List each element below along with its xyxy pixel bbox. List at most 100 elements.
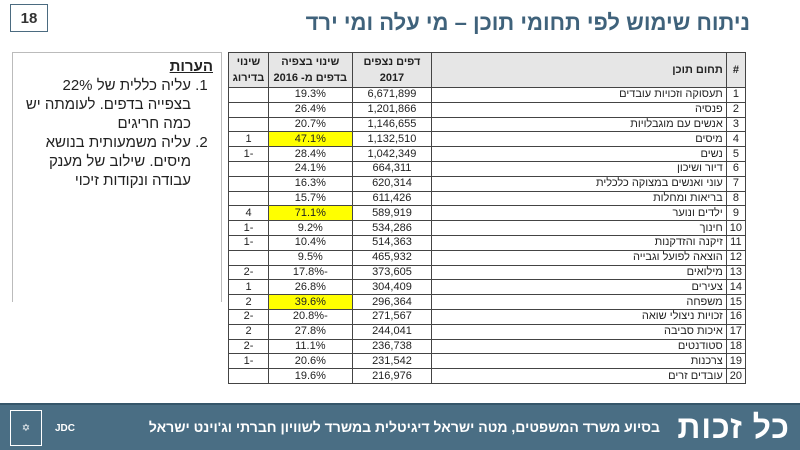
cell-rank: 1 (227, 131, 270, 148)
cell-rank: 4 (227, 205, 270, 222)
cell-num: 5 (725, 146, 747, 162)
cell-rank: -2 (227, 338, 270, 355)
cell-rank (227, 368, 270, 384)
jdc-logo: JDC (54, 422, 75, 434)
cell-rank (227, 175, 270, 192)
cell-topic: חינוך (431, 220, 727, 236)
cell-num: 18 (725, 338, 747, 355)
cell-pages: 271,567 (351, 308, 433, 325)
table-row: 12 הוצאה לפועל וגבייה 465,932 9.5% (227, 249, 747, 266)
table-row: 16 זכויות ניצולי שואה 271,567 -20.8% -2 (227, 308, 747, 325)
cell-change: 47.1% (268, 131, 353, 148)
cell-topic: פנסיה (431, 101, 727, 118)
cell-pages: 611,426 (351, 190, 433, 207)
notes-box: הערות עליה כללית של 22% בצפייה בדפים. לע… (12, 52, 222, 302)
cell-rank (227, 116, 270, 133)
cell-topic: נשים (431, 146, 727, 162)
table-row: 9 ילדים ונוער 589,919 71.1% 4 (227, 205, 747, 222)
cell-num: 17 (725, 323, 747, 340)
cell-rank: -1 (227, 146, 270, 162)
cell-change: 24.1% (268, 160, 353, 177)
cell-num: 1 (725, 87, 747, 103)
cell-num: 10 (725, 220, 747, 236)
cell-pages: 216,976 (351, 368, 433, 384)
cell-change: 15.7% (268, 190, 353, 207)
table-row: 14 צעירים 304,409 26.8% 1 (227, 279, 747, 296)
cell-pages: 6,671,899 (351, 87, 433, 103)
cell-topic: עובדים זרים (431, 368, 727, 384)
table-row: 4 מיסים 1,132,510 47.1% 1 (227, 131, 747, 148)
table-row: 2 פנסיה 1,201,866 26.4% (227, 101, 747, 118)
cell-change: 19.6% (268, 368, 353, 384)
cell-change: 19.3% (268, 87, 353, 103)
cell-topic: תעסוקה וזכויות עובדים (431, 87, 727, 103)
cell-pages: 1,201,866 (351, 101, 433, 118)
cell-pages: 465,932 (351, 249, 433, 266)
table-row: 18 סטודנטים 236,738 11.1% -2 (227, 338, 747, 355)
cell-pages: 236,738 (351, 338, 433, 355)
cell-pages: 534,286 (351, 220, 433, 236)
cell-change: 20.7% (268, 116, 353, 133)
cell-rank: 2 (227, 323, 270, 340)
cell-topic: אנשים עם מוגבלויות (431, 116, 727, 133)
cell-rank: 2 (227, 294, 270, 310)
cell-num: 19 (725, 353, 747, 370)
cell-topic: סטודנטים (431, 338, 727, 355)
cell-change: 16.3% (268, 175, 353, 192)
cell-change: 9.5% (268, 249, 353, 266)
brand-logo: כל זכות (677, 409, 790, 445)
cell-rank (227, 101, 270, 118)
table-row: 19 צרכנות 231,542 20.6% -1 (227, 353, 747, 370)
cell-rank: -2 (227, 308, 270, 325)
cell-pages: 231,542 (351, 353, 433, 370)
cell-topic: ילדים ונוער (431, 205, 727, 222)
table-row: 13 מילואים 373,605 -17.8% -2 (227, 264, 747, 281)
cell-rank: -1 (227, 353, 270, 370)
cell-change: 20.6% (268, 353, 353, 370)
header-num: # (725, 52, 747, 88)
table-row: 11 זיקנה והזדקנות 514,363 10.4% -1 (227, 234, 747, 251)
cell-change: 39.6% (268, 294, 353, 310)
cell-pages: 1,042,349 (351, 146, 433, 162)
cell-rank: 1 (227, 279, 270, 296)
cell-num: 16 (725, 308, 747, 325)
cell-change: 10.4% (268, 234, 353, 251)
cell-topic: בריאות ומחלות (431, 190, 727, 207)
cell-num: 14 (725, 279, 747, 296)
cell-rank: -2 (227, 264, 270, 281)
state-emblem-logo: ✡ (10, 410, 42, 446)
table-row: 6 דיור ושיכון 664,311 24.1% (227, 160, 747, 177)
content-table: # תחום תוכן דפים נצפים 2017 שינוי בצפיה … (227, 52, 747, 384)
cell-num: 8 (725, 190, 747, 207)
cell-change: 26.8% (268, 279, 353, 296)
cell-topic: דיור ושיכון (431, 160, 727, 177)
cell-pages: 304,409 (351, 279, 433, 296)
cell-num: 3 (725, 116, 747, 133)
cell-pages: 373,605 (351, 264, 433, 281)
cell-num: 20 (725, 368, 747, 384)
cell-change: 26.4% (268, 101, 353, 118)
cell-num: 13 (725, 264, 747, 281)
cell-num: 11 (725, 234, 747, 251)
header-rank: שינוי בדירוג (227, 52, 270, 88)
cell-topic: איכות סביבה (431, 323, 727, 340)
cell-pages: 664,311 (351, 160, 433, 177)
cell-rank (227, 160, 270, 177)
note-item: עליה כללית של 22% בצפייה בדפים. לעומתה י… (21, 76, 191, 133)
cell-pages: 620,314 (351, 175, 433, 192)
cell-topic: עוני ואנשים במצוקה כלכלית (431, 175, 727, 192)
table-row: 17 איכות סביבה 244,041 27.8% 2 (227, 323, 747, 340)
cell-change: 71.1% (268, 205, 353, 222)
cell-num: 12 (725, 249, 747, 266)
cell-rank: -1 (227, 234, 270, 251)
cell-num: 9 (725, 205, 747, 222)
table-row: 3 אנשים עם מוגבלויות 1,146,655 20.7% (227, 116, 747, 133)
cell-rank: -1 (227, 220, 270, 236)
table-row: 7 עוני ואנשים במצוקה כלכלית 620,314 16.3% (227, 175, 747, 192)
cell-change: -17.8% (268, 264, 353, 281)
cell-pages: 296,364 (351, 294, 433, 310)
cell-change: 9.2% (268, 220, 353, 236)
cell-topic: משפחה (431, 294, 727, 310)
cell-topic: זכויות ניצולי שואה (431, 308, 727, 325)
cell-rank (227, 87, 270, 103)
